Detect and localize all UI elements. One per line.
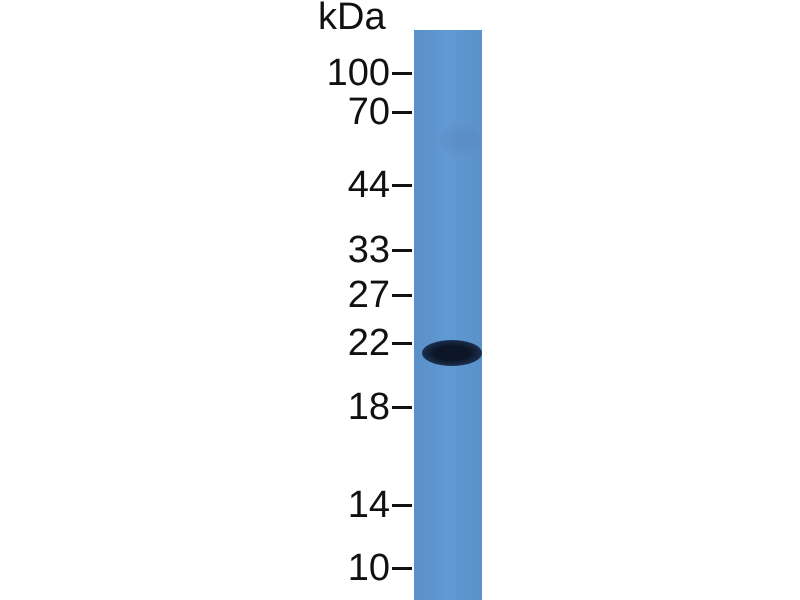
marker-label: 33 <box>347 229 390 271</box>
marker-label: 18 <box>347 386 390 428</box>
marker-tick <box>392 184 412 187</box>
marker-44: 44 <box>0 165 412 205</box>
marker-tick <box>392 342 412 345</box>
marker-tick <box>392 249 412 252</box>
marker-tick <box>392 567 412 570</box>
marker-label: 100 <box>326 52 390 94</box>
faint-band <box>440 125 480 155</box>
marker-70: 70 <box>0 92 412 132</box>
marker-27: 27 <box>0 275 412 315</box>
marker-tick <box>392 111 412 114</box>
marker-label: 10 <box>347 547 390 589</box>
marker-label: 14 <box>347 484 390 526</box>
marker-label: 27 <box>347 274 390 316</box>
unit-label: kDa <box>318 0 386 38</box>
marker-100: 100 <box>0 53 412 93</box>
marker-label: 22 <box>347 322 390 364</box>
marker-22: 22 <box>0 323 412 363</box>
protein-band <box>422 340 482 366</box>
marker-tick <box>392 504 412 507</box>
marker-tick <box>392 294 412 297</box>
marker-10: 10 <box>0 548 412 588</box>
marker-18: 18 <box>0 387 412 427</box>
marker-label: 44 <box>347 164 390 206</box>
marker-tick <box>392 406 412 409</box>
marker-label: 70 <box>347 91 390 133</box>
marker-14: 14 <box>0 485 412 525</box>
marker-tick <box>392 72 412 75</box>
marker-33: 33 <box>0 230 412 270</box>
blot-lane <box>414 30 482 600</box>
